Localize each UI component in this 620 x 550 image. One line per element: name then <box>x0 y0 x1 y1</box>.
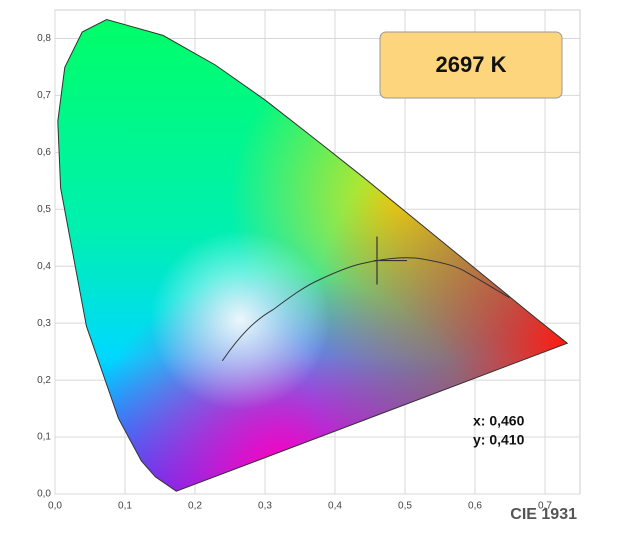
y-tick-label: 0,0 <box>37 489 51 500</box>
x-tick-label: 0,0 <box>48 501 62 512</box>
readout-box <box>379 31 563 99</box>
footer: CIE 1931 <box>510 506 577 523</box>
y-readout: y: 0,410 <box>473 432 525 448</box>
y-tick-label: 0,5 <box>37 204 51 215</box>
x-tick-label: 0,7 <box>538 501 552 512</box>
spectral-locus <box>57 18 569 492</box>
point <box>374 236 407 285</box>
y-tick-label: 0,1 <box>37 432 51 443</box>
planckian-locus <box>221 257 510 362</box>
x-tick-label: 0,3 <box>258 501 272 512</box>
x-tick-label: 0,6 <box>468 501 482 512</box>
y-tick-label: 0,6 <box>37 147 51 158</box>
x-readout: x: 0,460 <box>473 413 525 429</box>
y-tick-label: 0,7 <box>37 90 51 101</box>
x-tick-label: 0,1 <box>118 501 132 512</box>
y-tick-label: 0,2 <box>37 375 51 386</box>
x-tick-label: 0,5 <box>398 501 412 512</box>
y-tick-label: 0,3 <box>37 318 51 329</box>
y-tick-label: 0,8 <box>37 33 51 44</box>
x-tick-label: 0,4 <box>328 501 342 512</box>
cct-value: 2697 K <box>436 52 507 77</box>
x-tick-label: 0,2 <box>188 501 202 512</box>
y-tick-label: 0,4 <box>37 261 51 272</box>
